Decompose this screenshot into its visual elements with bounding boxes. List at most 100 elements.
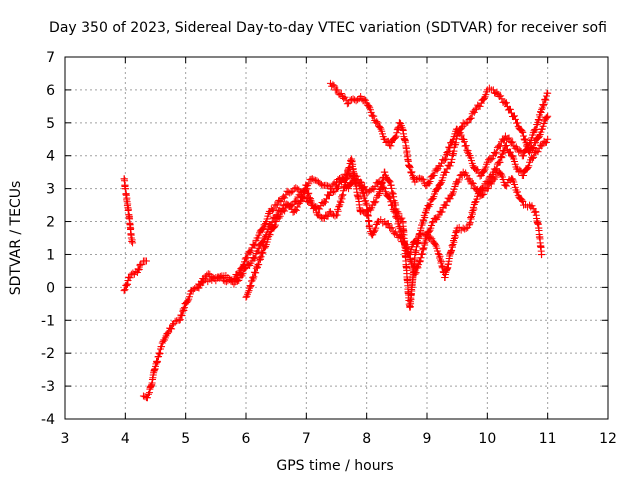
- data-point: [384, 220, 392, 228]
- data-point: [360, 95, 368, 103]
- data-point: [334, 184, 342, 192]
- data-point: [247, 282, 255, 290]
- data-point: [544, 89, 552, 97]
- data-point: [427, 233, 435, 241]
- data-point: [251, 241, 259, 249]
- data-point: [370, 112, 378, 120]
- data-point: [525, 162, 533, 170]
- data-point: [340, 174, 348, 182]
- data-point: [505, 134, 513, 142]
- data-point: [293, 197, 301, 205]
- data-point: [335, 183, 343, 191]
- data-point: [460, 138, 468, 146]
- data-point: [480, 184, 488, 192]
- data-point: [129, 239, 137, 247]
- data-point: [514, 119, 521, 127]
- data-point: [338, 195, 346, 203]
- data-point: [407, 169, 415, 177]
- x-tick-label: 5: [181, 431, 190, 447]
- data-point: [543, 113, 551, 121]
- data-point: [259, 225, 267, 233]
- data-point: [499, 136, 507, 144]
- data-point: [276, 212, 284, 220]
- data-point: [372, 224, 380, 232]
- data-point: [520, 132, 528, 140]
- data-point: [507, 109, 515, 117]
- data-point: [461, 225, 469, 233]
- data-point: [417, 224, 425, 232]
- data-point: [159, 337, 167, 345]
- data-point: [393, 129, 401, 137]
- data-point: [487, 156, 495, 164]
- grid: [65, 57, 608, 419]
- data-point: [431, 240, 439, 248]
- data-point: [474, 166, 482, 174]
- data-point: [349, 95, 357, 103]
- data-point: [308, 201, 316, 209]
- data-point: [184, 297, 192, 305]
- data-point: [281, 207, 289, 215]
- data-point: [158, 343, 166, 351]
- data-point: [338, 178, 346, 186]
- data-point: [261, 221, 269, 229]
- data-point: [396, 119, 404, 127]
- data-point: [523, 145, 531, 153]
- x-tick-label: 3: [61, 431, 70, 447]
- data-point: [508, 175, 516, 183]
- data-point: [506, 148, 514, 156]
- data-point: [525, 142, 533, 150]
- y-axis-label: SDTVAR / TECUs: [8, 181, 24, 296]
- data-point: [542, 114, 550, 122]
- data-point: [317, 213, 325, 221]
- data-point: [138, 261, 146, 269]
- data-point: [333, 211, 341, 219]
- data-point: [322, 195, 330, 203]
- data-point: [287, 188, 295, 196]
- data-point: [385, 176, 393, 184]
- y-tick-label: 7: [46, 50, 55, 66]
- data-point: [304, 190, 312, 198]
- data-point: [244, 288, 252, 296]
- data-point: [448, 191, 456, 199]
- x-tick-label: 4: [121, 431, 130, 447]
- data-point: [252, 269, 260, 277]
- data-point: [345, 168, 353, 176]
- data-point: [168, 325, 176, 333]
- data-point: [396, 233, 404, 241]
- data-point: [419, 176, 427, 184]
- data-point: [373, 118, 381, 126]
- data-point: [250, 241, 258, 249]
- data-point: [496, 158, 504, 166]
- data-point: [139, 392, 147, 400]
- data-point: [438, 208, 446, 216]
- data-point: [508, 152, 516, 160]
- data-point: [121, 286, 129, 294]
- data-point: [293, 185, 301, 193]
- data-point: [126, 274, 134, 282]
- y-tick-label: -2: [41, 346, 55, 362]
- data-point: [434, 185, 442, 193]
- data-point: [442, 201, 450, 209]
- data-point: [329, 188, 337, 196]
- y-tick-label: 0: [46, 280, 55, 296]
- data-point: [520, 152, 528, 160]
- data-point: [462, 224, 470, 232]
- data-point: [536, 113, 544, 121]
- data-point: [254, 234, 262, 242]
- data-point: [448, 139, 456, 147]
- data-point: [542, 96, 550, 104]
- data-point: [442, 155, 450, 163]
- data-point: [503, 182, 511, 190]
- data-point: [520, 171, 528, 179]
- data-point: [302, 195, 310, 203]
- data-point: [259, 237, 267, 245]
- data-point: [498, 154, 506, 162]
- y-tick-label: 3: [46, 182, 55, 198]
- data-point: [446, 162, 454, 170]
- data-point: [530, 153, 538, 161]
- x-tick-label: 6: [242, 431, 251, 447]
- data-point: [509, 138, 517, 146]
- data-point: [489, 86, 497, 94]
- data-point: [253, 264, 261, 272]
- data-point: [165, 328, 173, 336]
